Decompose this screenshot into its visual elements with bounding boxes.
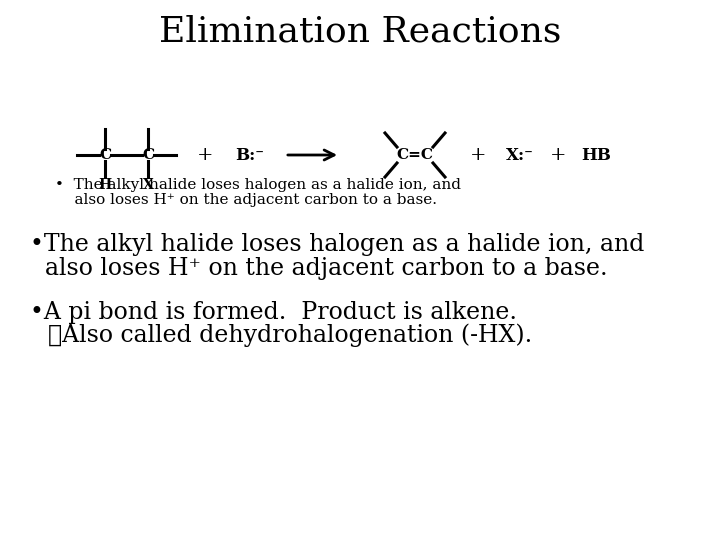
Text: X:⁻: X:⁻ bbox=[506, 146, 534, 164]
Text: H: H bbox=[99, 178, 112, 192]
Text: +: + bbox=[197, 146, 213, 164]
Text: •A pi bond is formed.  Product is alkene.: •A pi bond is formed. Product is alkene. bbox=[30, 300, 517, 323]
Text: C: C bbox=[99, 148, 111, 162]
Text: C=C: C=C bbox=[397, 148, 433, 162]
Text: X: X bbox=[143, 178, 153, 192]
Text: also loses H⁺ on the adjacent carbon to a base.: also loses H⁺ on the adjacent carbon to … bbox=[55, 193, 437, 207]
Text: +: + bbox=[550, 146, 566, 164]
Text: ❖Also called dehydrohalogenation (-HX).: ❖Also called dehydrohalogenation (-HX). bbox=[48, 323, 532, 347]
Text: +: + bbox=[469, 146, 486, 164]
Text: also loses H⁺ on the adjacent carbon to a base.: also loses H⁺ on the adjacent carbon to … bbox=[30, 256, 608, 280]
Text: •  The alkyl halide loses halogen as a halide ion, and: • The alkyl halide loses halogen as a ha… bbox=[55, 178, 461, 192]
Text: HB: HB bbox=[581, 146, 611, 164]
Text: C: C bbox=[142, 148, 154, 162]
Text: B:⁻: B:⁻ bbox=[235, 146, 264, 164]
Text: Elimination Reactions: Elimination Reactions bbox=[159, 15, 561, 49]
Text: •The alkyl halide loses halogen as a halide ion, and: •The alkyl halide loses halogen as a hal… bbox=[30, 233, 644, 256]
